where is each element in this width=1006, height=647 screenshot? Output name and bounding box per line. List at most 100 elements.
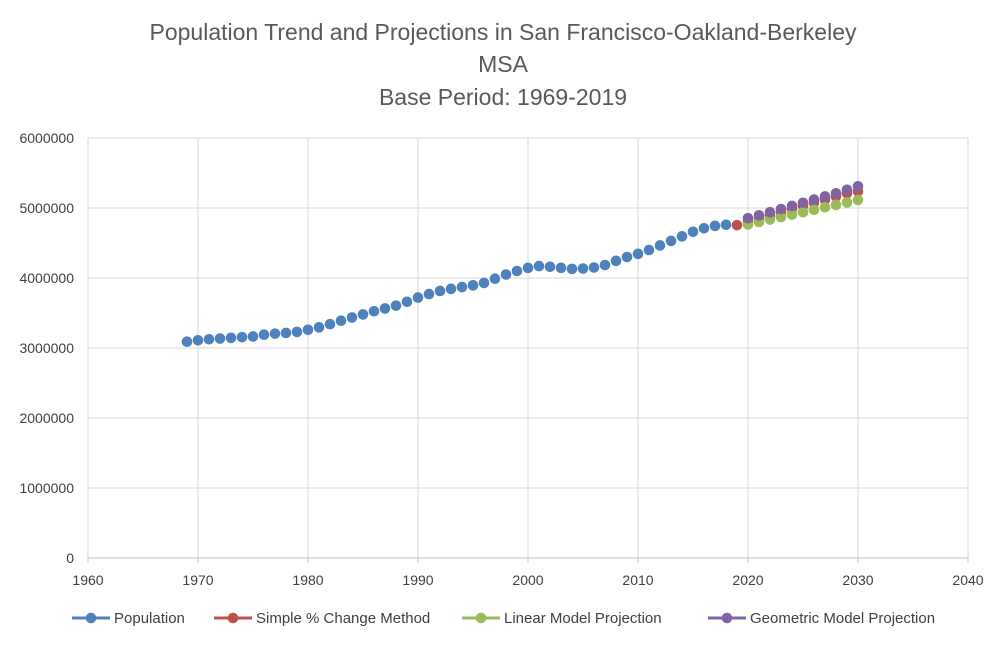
data-point	[753, 210, 765, 221]
data-point	[830, 188, 842, 199]
data-point	[599, 259, 611, 271]
data-point	[368, 305, 380, 317]
legend-marker	[721, 612, 733, 624]
data-point	[731, 219, 743, 231]
data-point	[841, 197, 853, 208]
x-tick-label: 1980	[292, 572, 323, 588]
data-point	[423, 288, 435, 300]
data-point	[533, 260, 545, 272]
data-point	[786, 209, 798, 220]
x-tick-label: 1970	[182, 572, 213, 588]
data-point	[511, 265, 523, 277]
chart-title-line-2: MSA	[478, 51, 529, 77]
data-point	[720, 219, 732, 231]
data-point	[379, 303, 391, 314]
legend-label: Linear Model Projection	[504, 610, 662, 627]
data-point	[489, 273, 501, 285]
legend: Population Simple % Change Method Linear M…	[72, 610, 935, 627]
data-point	[467, 280, 479, 291]
data-point	[830, 199, 842, 211]
data-point	[324, 318, 336, 330]
data-point	[291, 326, 303, 338]
y-tick-label: 5000000	[19, 200, 74, 216]
data-point	[313, 322, 325, 333]
data-point	[544, 261, 556, 273]
data-point	[709, 220, 721, 232]
data-point	[280, 327, 292, 339]
data-point	[258, 329, 270, 341]
data-point	[742, 212, 754, 224]
data-point	[621, 251, 633, 263]
data-point	[687, 226, 699, 238]
y-tick-label: 6000000	[19, 130, 74, 146]
data-point	[203, 333, 215, 345]
x-tick-label: 2020	[732, 572, 763, 588]
chart-title-line-3: Base Period: 1969-2019	[379, 84, 627, 110]
data-point	[698, 223, 710, 234]
data-point	[775, 203, 787, 215]
legend-label: Population	[114, 610, 185, 627]
y-tick-label: 3000000	[19, 340, 74, 356]
data-point	[819, 191, 831, 202]
legend-marker	[227, 612, 239, 624]
data-point	[665, 235, 677, 247]
series-0	[181, 219, 732, 348]
data-point	[841, 184, 853, 196]
data-point	[610, 255, 622, 267]
data-point	[797, 206, 809, 218]
data-point	[181, 336, 193, 348]
data-point	[808, 194, 820, 205]
y-tick-label: 0	[66, 550, 74, 566]
data-point	[214, 333, 226, 344]
y-tick-label: 4000000	[19, 270, 74, 286]
data-point	[445, 283, 457, 295]
data-point	[346, 312, 358, 323]
data-point	[819, 202, 831, 213]
data-point	[852, 194, 864, 206]
data-point	[412, 292, 424, 303]
data-point	[478, 277, 490, 289]
data-point	[192, 335, 204, 346]
data-point	[401, 296, 413, 308]
data-point	[764, 214, 776, 225]
chart-title-line-1: Population Trend and Projections in San …	[150, 19, 857, 45]
data-point	[522, 262, 534, 274]
data-point	[357, 309, 369, 320]
x-tick-label: 2000	[512, 572, 543, 588]
data-point	[808, 204, 820, 216]
data-point	[775, 211, 787, 223]
data-point	[390, 300, 402, 311]
legend-label: Geometric Model Projection	[750, 610, 935, 627]
y-tick-label: 1000000	[19, 480, 74, 496]
series-3	[742, 181, 864, 224]
data-point	[500, 269, 512, 280]
data-point	[797, 197, 809, 209]
data-point	[852, 181, 864, 192]
data-point	[588, 262, 600, 273]
data-point	[764, 206, 776, 218]
data-point	[247, 331, 259, 342]
legend-marker	[85, 612, 97, 624]
legend-label: Simple % Change Method	[256, 610, 430, 627]
x-tick-label: 1990	[402, 572, 433, 588]
data-point	[236, 331, 248, 343]
data-point	[786, 200, 798, 212]
legend-marker	[475, 612, 487, 624]
data-point	[577, 263, 589, 274]
data-point	[335, 315, 347, 327]
x-tick-label: 2040	[952, 572, 983, 588]
data-point	[225, 332, 237, 344]
y-tick-label: 2000000	[19, 410, 74, 426]
data-point	[632, 248, 644, 260]
data-point	[566, 263, 578, 275]
data-point	[269, 328, 281, 339]
data-point	[643, 244, 655, 256]
data-point	[434, 285, 446, 297]
plot-area: 1960 1970 1980 1990 2000 2010 2020 2030 2040 0 100…	[19, 130, 983, 588]
data-point	[676, 231, 688, 242]
x-tick-label: 1960	[72, 572, 103, 588]
data-point	[302, 324, 314, 336]
data-point	[555, 262, 567, 274]
x-tick-label: 2010	[622, 572, 653, 588]
